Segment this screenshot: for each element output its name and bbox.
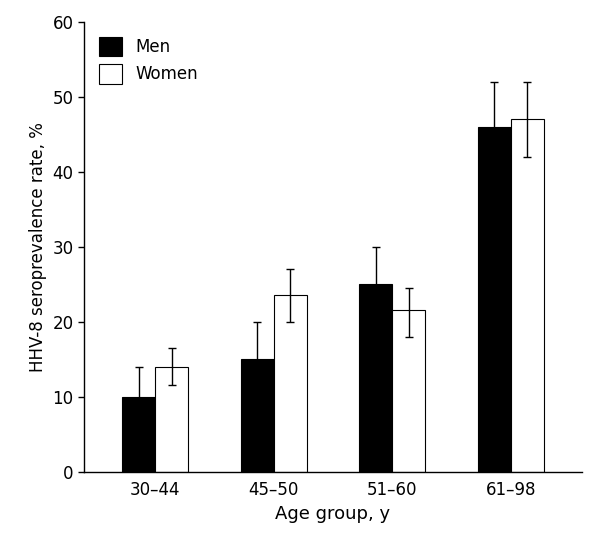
Y-axis label: HHV-8 seroprevalence rate, %: HHV-8 seroprevalence rate, % [29,121,47,372]
Bar [478,127,511,472]
Bar [511,119,544,472]
Bar [155,366,188,472]
Bar [359,284,392,472]
X-axis label: Age group, y: Age group, y [275,505,391,523]
Bar [241,359,274,472]
Bar [274,295,307,472]
Bar [392,311,425,472]
Bar [122,397,155,472]
Legend: Men, Women: Men, Women [92,30,205,90]
